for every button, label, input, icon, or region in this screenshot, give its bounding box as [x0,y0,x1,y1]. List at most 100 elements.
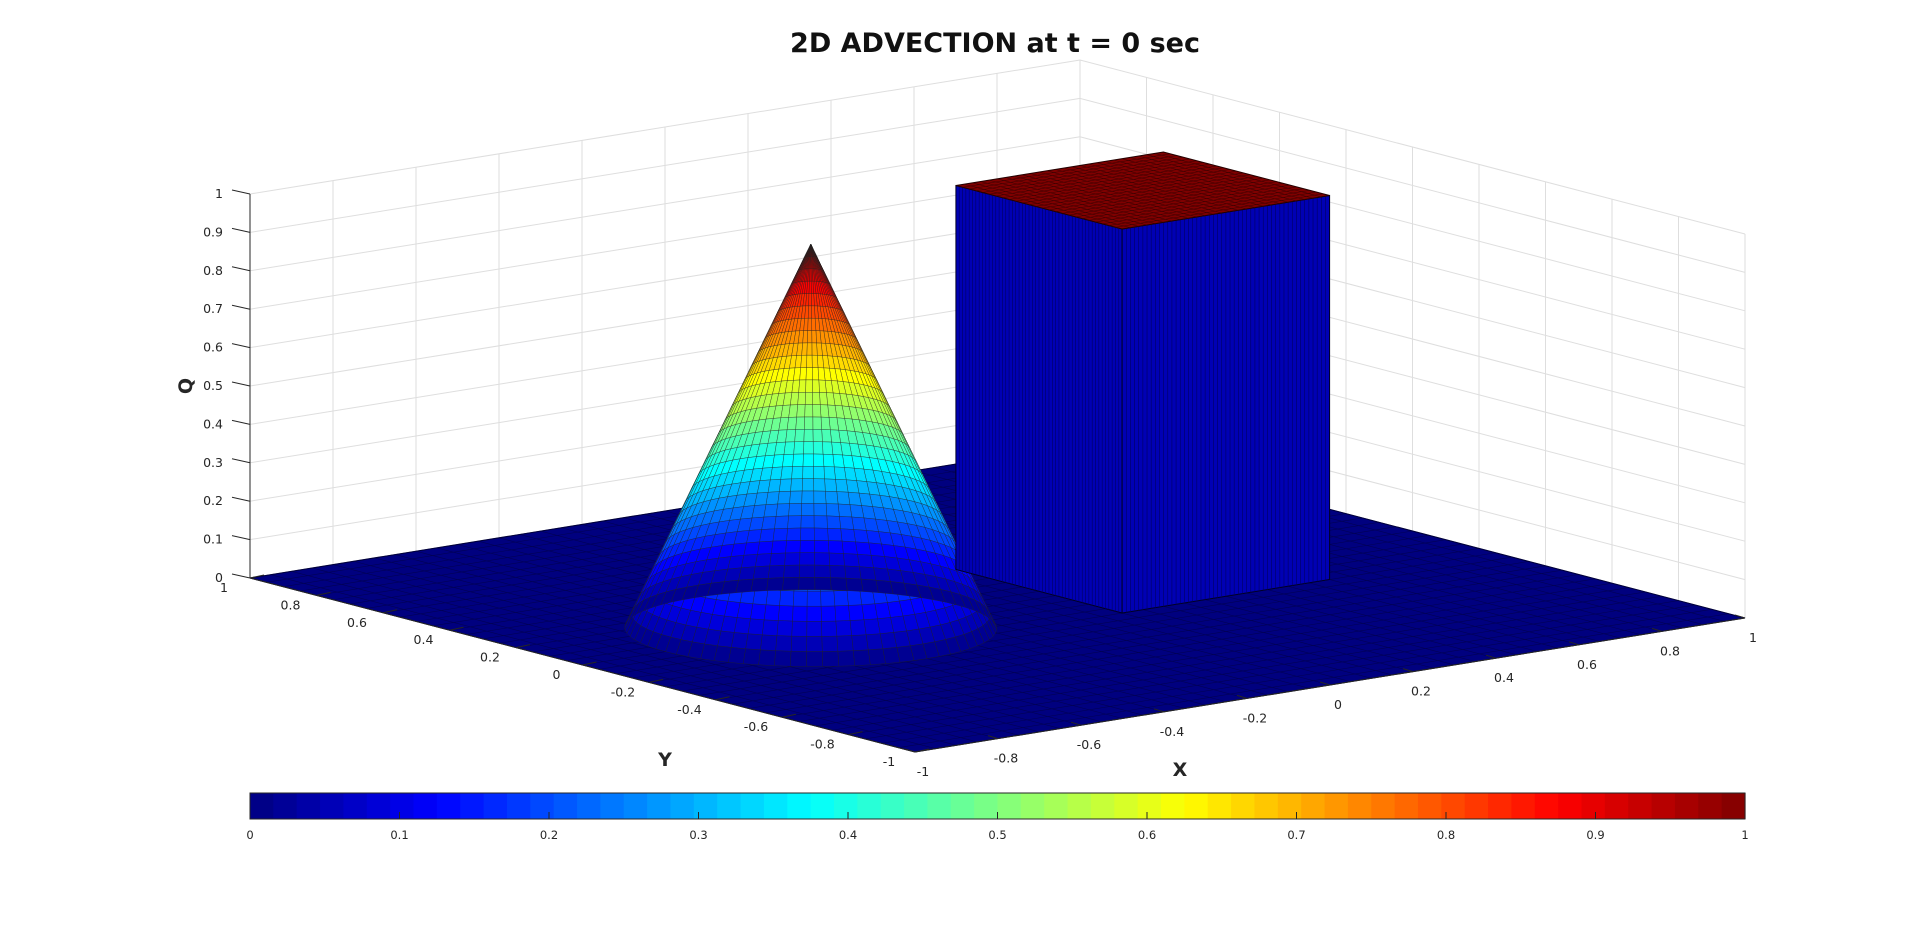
cone-face [765,491,780,505]
colorbar-segment [1581,793,1606,819]
colorbar-segment [1417,793,1442,819]
cone-face [814,577,832,591]
colorbar-segment [810,793,835,819]
cone-face [763,503,778,518]
colorbar-segment [857,793,882,819]
cone-face [813,466,825,480]
colorbar-tick-label: 1 [1741,828,1748,842]
cone-face [801,342,808,356]
cone-face [806,621,823,637]
z-tick-mark [231,343,251,349]
cone-face [802,453,814,467]
cone-face [791,620,808,637]
y-tick-label: 0.4 [414,632,434,647]
cone-face [814,552,830,566]
z-tick-label: 0.8 [203,263,223,278]
x-tick-label: -0.6 [1077,737,1101,752]
z-tick-label: 0.5 [203,378,223,393]
mesh-line [1030,173,1197,218]
x-tick-label: -1 [917,764,929,779]
cone-face [828,417,839,431]
colorbar-segment [997,793,1022,819]
cone-face [785,540,801,554]
mesh-line [1055,177,1264,212]
cone-face [758,649,776,666]
cone-face [834,466,847,480]
mesh-line [1096,162,1264,207]
colorbar-segment [1301,793,1326,819]
cone-face [775,635,792,652]
colorbar-segment [483,793,508,819]
x-tick-label: 0 [1334,697,1342,712]
cone-face [782,454,794,468]
y-tick-mark [382,609,398,614]
colorbar-segment [1651,793,1676,819]
colorbar-segment [577,793,601,819]
y-tick-label: 0.8 [281,597,301,612]
cone-face [799,564,815,578]
mesh-line [969,155,1177,190]
cone-face [776,620,793,637]
x-tick-label: -0.8 [994,751,1018,766]
x-tick-mark [1236,694,1248,699]
x-tick-mark [1319,681,1331,686]
y-tick-mark [316,591,331,596]
mesh-line [1038,171,1206,216]
colorbar-segment [1161,793,1185,819]
chart-title: 2D ADVECTION at t = 0 sec [790,28,1200,59]
z-tick-mark [231,381,251,387]
surface-plot [249,151,1746,753]
cone-face [782,577,800,591]
y-tick-label: 1 [220,580,228,595]
x-tick-mark [904,748,916,753]
cone-face [814,540,830,554]
colorbar-segment [927,793,952,819]
grid-line-z [249,136,1746,312]
cone-face [851,516,867,531]
cone-face [853,529,869,543]
colorbar-segment [250,793,274,819]
cone-face [772,528,788,542]
colorbar-segment [1020,793,1045,819]
cone-face [797,392,806,405]
mesh-line [1080,165,1247,210]
mesh-line [1035,172,1244,207]
colorbar-segment [413,793,438,819]
cone-face [817,355,824,369]
cone-face [819,392,828,406]
cone-face [828,552,845,567]
colorbar-segment [904,793,929,819]
cone-face [820,605,837,622]
cone-face [742,648,761,665]
mesh-line [975,157,1184,192]
cone-face [831,441,843,456]
colorbar-segment [1464,793,1489,819]
cone-face [822,454,835,468]
x-tick-mark [987,735,999,740]
mesh-line [1047,170,1214,215]
mesh-line [1068,181,1277,216]
cone-face [835,479,849,493]
cone-face [811,355,819,368]
cone-face [792,605,808,622]
cone-face [801,490,815,504]
cone-face [777,491,791,505]
cone-face [830,577,848,591]
y-tick-label: 0.6 [347,615,367,630]
cone-face [845,578,864,592]
mesh-line [1015,167,1224,202]
colorbar-segment [1558,793,1583,819]
cone-face [813,503,827,517]
colorbar-segment [1347,793,1372,819]
x-axis-label: X [1173,759,1188,781]
colorbar-segment [1254,793,1279,819]
cone-face [811,293,815,307]
cone-face [812,367,819,381]
cone-face [868,648,886,665]
x-tick-mark [1153,708,1165,713]
cone-face [778,605,794,622]
mesh-line [1082,184,1290,219]
z-tick-mark [231,227,251,233]
colorbar-segment [296,793,321,819]
cone-face [808,293,812,307]
